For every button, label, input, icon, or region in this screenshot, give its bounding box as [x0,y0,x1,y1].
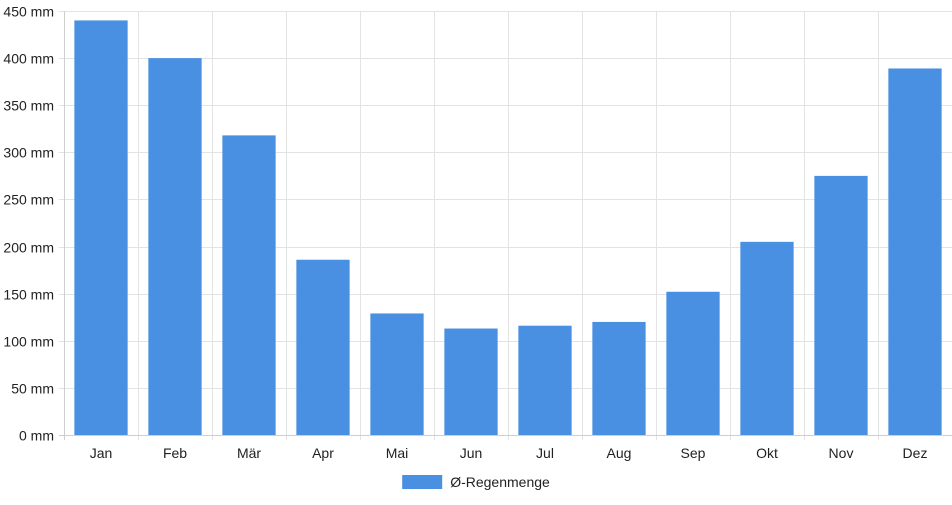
bar-nov[interactable] [814,175,868,435]
x-tick-label: Dez [903,445,928,461]
legend[interactable]: Ø-Regenmenge [402,474,550,490]
y-tick-label: 350 mm [3,98,54,114]
x-tick-label: Mär [237,445,261,461]
legend-swatch[interactable] [402,475,443,489]
x-tick-label: Feb [163,445,187,461]
x-tick-label: Jul [536,445,554,461]
bar-jun[interactable] [444,328,498,435]
y-tick-label: 50 mm [11,381,54,397]
y-axis-tick-labels: 0 mm 50 mm 100 mm 150 mm 200 mm 250 mm 300 mm 3… [3,4,54,444]
y-tick-label: 150 mm [3,287,54,303]
bar-jul[interactable] [518,325,572,435]
bar-aug[interactable] [592,321,646,435]
x-axis-tick-labels: Jan Feb Mär Apr Mai Jun Jul Aug Sep Okt Nov Dez [90,445,928,461]
bar-mär[interactable] [222,135,276,435]
x-tick-label: Aug [607,445,632,461]
y-tick-label: 300 mm [3,145,54,161]
x-tick-label: Apr [312,445,334,461]
bar-jan[interactable] [74,20,128,436]
x-tick-label: Nov [829,445,854,461]
bar-sep[interactable] [666,291,720,435]
bar-apr[interactable] [296,259,350,435]
axis-layer [59,11,952,440]
bar-okt[interactable] [740,241,794,435]
bar-feb[interactable] [148,58,202,435]
x-tick-label: Mai [386,445,409,461]
x-tick-label: Jun [460,445,483,461]
bar-dez[interactable] [888,68,942,435]
bars-layer [74,20,942,436]
y-tick-label: 250 mm [3,192,54,208]
x-tick-label: Sep [681,445,706,461]
y-tick-label: 450 mm [3,4,54,20]
x-tick-label: Okt [756,445,778,461]
y-tick-label: 0 mm [19,428,54,444]
y-tick-label: 100 mm [3,334,54,350]
legend-label[interactable]: Ø-Regenmenge [450,474,550,490]
bar-mai[interactable] [370,313,424,435]
x-tick-label: Jan [90,445,113,461]
y-tick-label: 200 mm [3,240,54,256]
y-tick-label: 400 mm [3,51,54,67]
